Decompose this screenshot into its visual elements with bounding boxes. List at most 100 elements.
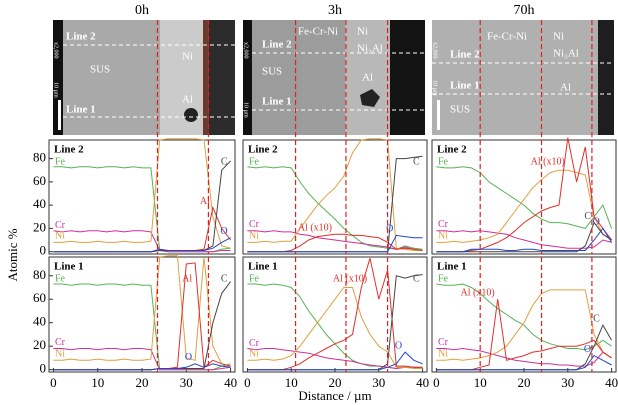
image-scale: x2,000 — [432, 42, 438, 59]
x-tick-label: 20 — [518, 375, 531, 390]
image-label: SUS — [90, 64, 110, 76]
series-label: C — [221, 273, 228, 284]
series-label: Cr — [249, 338, 260, 349]
image-label: Line 2 — [262, 39, 292, 51]
image-label: Fe-Cr-Ni — [487, 31, 527, 43]
series-line — [436, 289, 612, 361]
x-tick-label: 0 — [244, 375, 251, 390]
image-label: Line 1 — [66, 104, 96, 116]
column-title: 0h — [135, 3, 149, 18]
series-line — [247, 230, 423, 251]
x-tick-label: 10 — [91, 375, 104, 390]
series-label: Fe — [249, 156, 260, 167]
series-line — [436, 227, 613, 253]
series-label: Fe — [55, 273, 66, 284]
series-label: Fe — [438, 273, 449, 284]
series-label: Cr — [438, 337, 449, 348]
series-label: C — [593, 313, 600, 324]
series-line — [436, 283, 612, 351]
y-tick-label: 80 — [33, 267, 46, 282]
x-tick-label: 10 — [474, 375, 487, 390]
series-label: Ni — [55, 349, 65, 360]
x-tick-label: 40 — [605, 375, 618, 390]
series-label: O — [386, 224, 393, 235]
plot-frame — [242, 139, 428, 255]
image-label: Ni — [182, 51, 193, 63]
series-line — [247, 287, 423, 369]
image-label: SUS — [262, 66, 282, 78]
panel-label: Line 2 — [248, 144, 278, 156]
x-tick-label: 10 — [285, 375, 298, 390]
image-scale: 10 µm — [432, 80, 438, 96]
series-line — [53, 230, 231, 253]
sem-image: Fe-Cr-Ni Ni Ni₃Al Line 2 Line 1 Al SUS x… — [432, 20, 614, 135]
series-label: Al (x10) — [333, 273, 367, 284]
series-label: C — [221, 156, 228, 167]
series-line — [53, 237, 231, 253]
image-scale: x2,000 — [53, 42, 59, 59]
series-line — [53, 363, 231, 371]
series-line — [247, 234, 423, 253]
series-label: Ni — [438, 231, 448, 242]
y-tick-label: 40 — [33, 314, 46, 329]
image-label: Line 1 — [450, 80, 480, 92]
column-title: 3h — [328, 3, 342, 18]
image-label: Ni₃Al — [553, 48, 579, 60]
series-line — [247, 348, 423, 370]
plot-frame — [431, 139, 617, 255]
series-label: C — [413, 156, 420, 167]
series-label: Cr — [55, 337, 66, 348]
image-label: Ni — [553, 31, 564, 43]
series-label: Fe — [55, 156, 66, 167]
series-label: Al (x10) — [298, 223, 332, 234]
sem-image: Line 2 SUS Ni Al Line 1 x2,000 10 µm — [53, 20, 235, 135]
plot-frame — [431, 256, 617, 373]
x-axis-label: Distance / µm — [298, 388, 371, 403]
series-label: Ni — [55, 231, 65, 242]
panel-label: Line 2 — [54, 144, 84, 156]
image-label: Fe-Cr-Ni — [298, 26, 338, 38]
series-label: O — [395, 340, 402, 351]
x-tick-label: 0 — [50, 375, 57, 390]
series-label: O — [220, 226, 227, 237]
series-label: Ni — [249, 349, 259, 360]
series-line — [436, 354, 612, 371]
x-tick-label: 40 — [416, 375, 429, 390]
series-label: O — [593, 217, 600, 228]
image-label: Al — [362, 72, 373, 84]
image-label: Line 2 — [450, 49, 480, 61]
series-label: Ni — [249, 231, 259, 242]
x-tick-label: 30 — [561, 375, 574, 390]
x-tick-label: 30 — [180, 375, 193, 390]
image-scale: x2,000 — [243, 42, 249, 59]
column-title: 70h — [514, 3, 535, 18]
y-tick-label: 0 — [40, 243, 47, 258]
series-label: Ni — [438, 349, 448, 360]
series-line — [53, 255, 231, 367]
series-label: O — [584, 344, 591, 355]
y-tick-label: 60 — [33, 290, 46, 305]
image-scale: 10 µm — [243, 102, 249, 118]
image-label: Ni — [357, 26, 368, 38]
x-tick-label: 30 — [372, 375, 385, 390]
image-label: Line 1 — [262, 96, 292, 108]
plot-frame — [48, 256, 236, 373]
y-tick-label: 40 — [33, 196, 46, 211]
series-label: Al (x10) — [461, 288, 495, 299]
series-line — [53, 348, 231, 371]
series-line — [436, 169, 612, 243]
panel-label: Line 1 — [54, 261, 84, 273]
panel-label: Line 1 — [248, 261, 278, 273]
series-line — [436, 166, 613, 229]
panel-label: Line 2 — [437, 144, 467, 156]
series-line — [247, 351, 423, 371]
x-tick-label: 0 — [433, 375, 440, 390]
series-label: Cr — [55, 220, 66, 231]
y-tick-label: 60 — [33, 173, 46, 188]
image-label: Al — [182, 94, 193, 106]
y-axis-label: Atomic % — [5, 228, 20, 281]
sem-image: Fe-Cr-Ni Ni Ni₃Al Line 2 SUS Al Line 1 x… — [243, 20, 425, 135]
series-line — [53, 138, 231, 249]
series-label: Al (x10) — [531, 156, 565, 167]
